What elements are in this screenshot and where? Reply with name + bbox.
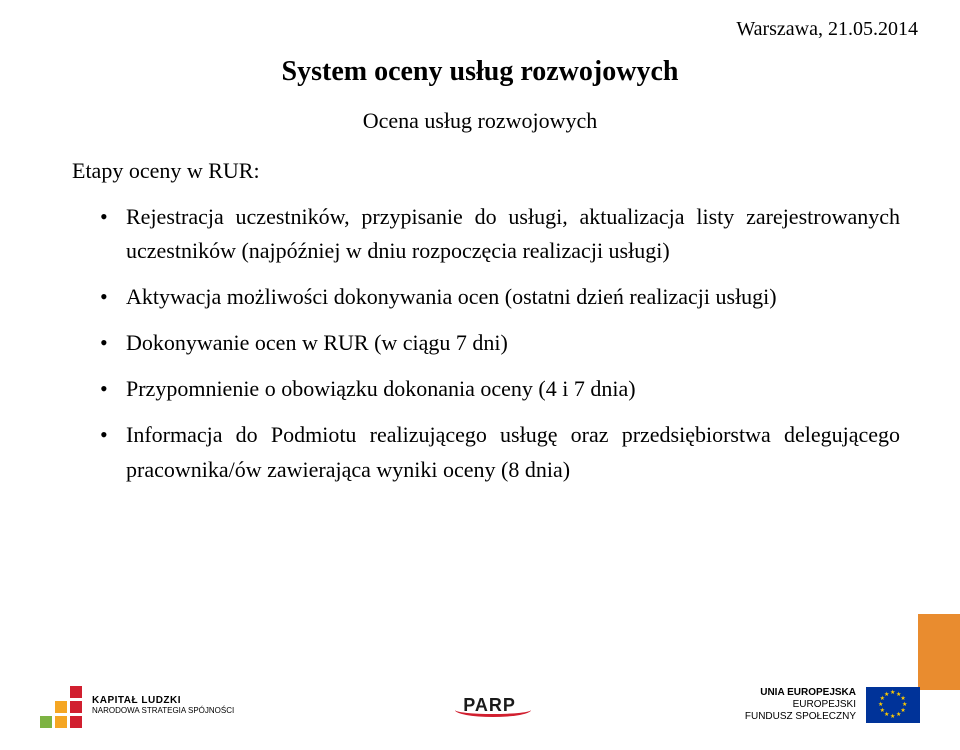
kapital-text: KAPITAŁ LUDZKI NARODOWA STRATEGIA SPÓJNO…	[92, 695, 234, 716]
bullet-list: Rejestracja uczestników, przypisanie do …	[100, 200, 900, 499]
page-subtitle: Ocena usług rozwojowych	[0, 108, 960, 134]
list-item: Aktywacja możliwości dokonywania ocen (o…	[100, 280, 900, 314]
stage-label: Etapy oceny w RUR:	[72, 158, 260, 184]
eu-star-icon: ★	[896, 711, 901, 718]
kapital-line2: NARODOWA STRATEGIA SPÓJNOŚCI	[92, 706, 234, 715]
ue-line1: UNIA EUROPEJSKA	[745, 687, 856, 699]
kapital-line1: KAPITAŁ LUDZKI	[92, 695, 234, 707]
list-item: Rejestracja uczestników, przypisanie do …	[100, 200, 900, 268]
kapital-ludzki-logo: KAPITAŁ LUDZKI NARODOWA STRATEGIA SPÓJNO…	[40, 682, 234, 728]
list-item: Dokonywanie ocen w RUR (w ciągu 7 dni)	[100, 326, 900, 360]
page-title: System oceny usług rozwojowych	[0, 56, 960, 88]
ue-logo: UNIA EUROPEJSKA EUROPEJSKI FUNDUSZ SPOŁE…	[745, 687, 920, 723]
eu-star-icon: ★	[884, 691, 889, 698]
eu-star-icon: ★	[880, 707, 885, 714]
ue-text: UNIA EUROPEJSKA EUROPEJSKI FUNDUSZ SPOŁE…	[745, 687, 856, 723]
ue-line2: EUROPEJSKI	[745, 699, 856, 711]
eu-star-icon: ★	[890, 713, 895, 720]
header-date: Warszawa, 21.05.2014	[736, 18, 918, 41]
eu-star-icon: ★	[890, 689, 895, 696]
parp-logo: PARP	[463, 695, 516, 716]
eu-star-icon: ★	[878, 701, 883, 708]
eu-flag-icon: ★★★★★★★★★★★★	[866, 687, 920, 723]
parp-swoosh-icon	[455, 703, 531, 717]
list-item: Przypomnienie o obowiązku dokonania ocen…	[100, 372, 900, 406]
list-item: Informacja do Podmiotu realizującego usł…	[100, 418, 900, 486]
ue-line3: FUNDUSZ SPOŁECZNY	[745, 711, 856, 723]
kapital-bars-icon	[40, 682, 82, 728]
footer: KAPITAŁ LUDZKI NARODOWA STRATEGIA SPÓJNO…	[0, 672, 960, 750]
